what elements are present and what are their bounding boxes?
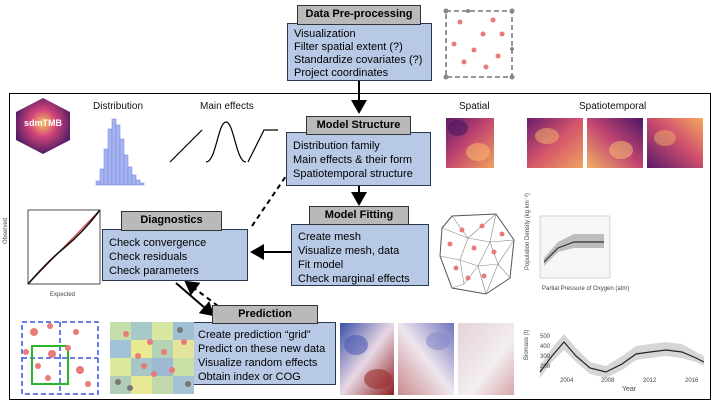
- model-fitting-title: Model Fitting: [309, 206, 409, 225]
- random-effect-map-3: [458, 323, 514, 395]
- model-structure-title: Model Structure: [306, 116, 411, 135]
- prediction-title: Prediction: [212, 305, 318, 324]
- spatial-label: Spatial: [459, 101, 490, 112]
- logo-text: sdmTMB: [24, 118, 62, 128]
- arrow-prediction-to-diagnostics: [184, 280, 219, 307]
- mesh-illustration: [439, 213, 515, 295]
- marginal-xlabel: Partial Pressure of Oxygen (atm): [542, 286, 630, 292]
- index-ytick: 200: [540, 364, 551, 370]
- random-effect-map-2: [398, 323, 454, 395]
- diagnostics-item: Check parameters: [109, 265, 199, 277]
- marginal-ylabel: Population Density (kg km⁻²): [525, 193, 531, 270]
- index-ylabel: Biomass (t): [524, 329, 530, 360]
- fitting-item: Visualize mesh, data: [298, 245, 400, 257]
- prediction-box: Create prediction “grid” Predict on thes…: [191, 322, 336, 385]
- preprocessing-item: Standardize covariates (?): [294, 54, 423, 66]
- structure-item: Main effects & their form: [293, 154, 413, 166]
- random-effect-map-1: [340, 323, 394, 395]
- index-xtick: 2016: [685, 378, 699, 384]
- index-ytick: 500: [540, 334, 551, 340]
- prediction-item: Visualize random effects: [198, 357, 318, 369]
- spatiotemporal-field-map-3: [647, 118, 703, 168]
- main-effects-curves: [169, 121, 278, 163]
- diagnostics-title: Diagnostics: [121, 211, 222, 231]
- fitting-item: Fit model: [298, 259, 344, 271]
- qq-ylabel: Observed: [3, 217, 9, 244]
- arrow-diagnostics-to-prediction: [175, 282, 215, 317]
- spatiotemporal-label: Spatiotemporal: [579, 101, 647, 112]
- sdmtmb-logo: sdmTMB: [13, 97, 73, 155]
- distribution-label: Distribution: [93, 101, 144, 112]
- preprocessing-item: Filter spatial extent (?): [294, 41, 403, 53]
- model-structure-box: Distribution family Main effects & their…: [286, 132, 431, 186]
- preprocessing-title: Data Pre-processing: [297, 5, 421, 25]
- main-effects-label: Main effects: [200, 101, 254, 112]
- fitting-item: Create mesh: [298, 231, 361, 243]
- spatiotemporal-field-map-1: [527, 118, 583, 168]
- marginal-effect-plot: [539, 215, 611, 279]
- model-fitting-box: Create mesh Visualize mesh, data Fit mod…: [291, 224, 429, 286]
- spatial-extent-illustration: [443, 8, 515, 80]
- qq-xlabel: Expected: [50, 292, 76, 298]
- index-ytick: 400: [540, 344, 551, 350]
- diagnostics-box: Check convergence Check residuals Check …: [102, 229, 248, 281]
- distribution-histogram: [95, 118, 145, 186]
- prediction-raster: [110, 322, 194, 394]
- index-xtick: 2012: [643, 378, 657, 384]
- preprocessing-item: Visualization: [294, 28, 356, 40]
- prediction-item: Obtain index or COG: [198, 371, 301, 383]
- index-xtick: 2004: [560, 378, 574, 384]
- structure-item: Distribution family: [293, 140, 380, 152]
- diagnostics-item: Check convergence: [109, 237, 207, 249]
- diagnostics-item: Check residuals: [109, 251, 188, 263]
- fitting-item: Check marginal effects: [298, 273, 410, 285]
- prediction-item: Create prediction “grid”: [198, 329, 311, 341]
- structure-item: Spatiotemporal structure: [293, 168, 413, 180]
- prediction-grid-illustration: [21, 321, 99, 395]
- index-xtick: 2008: [601, 378, 615, 384]
- index-ytick: 300: [540, 354, 551, 360]
- qq-plot: [27, 209, 101, 285]
- index-xlabel: Year: [622, 386, 637, 393]
- spatiotemporal-field-map-2: [587, 118, 643, 168]
- spatial-field-map: [446, 118, 494, 168]
- index-time-series: [539, 334, 705, 378]
- preprocessing-box: Visualization Filter spatial extent (?) …: [287, 23, 432, 81]
- hexagon-logo-icon: [16, 98, 70, 154]
- preprocessing-item: Project coordinates: [294, 67, 389, 79]
- prediction-item: Predict on these new data: [198, 343, 326, 355]
